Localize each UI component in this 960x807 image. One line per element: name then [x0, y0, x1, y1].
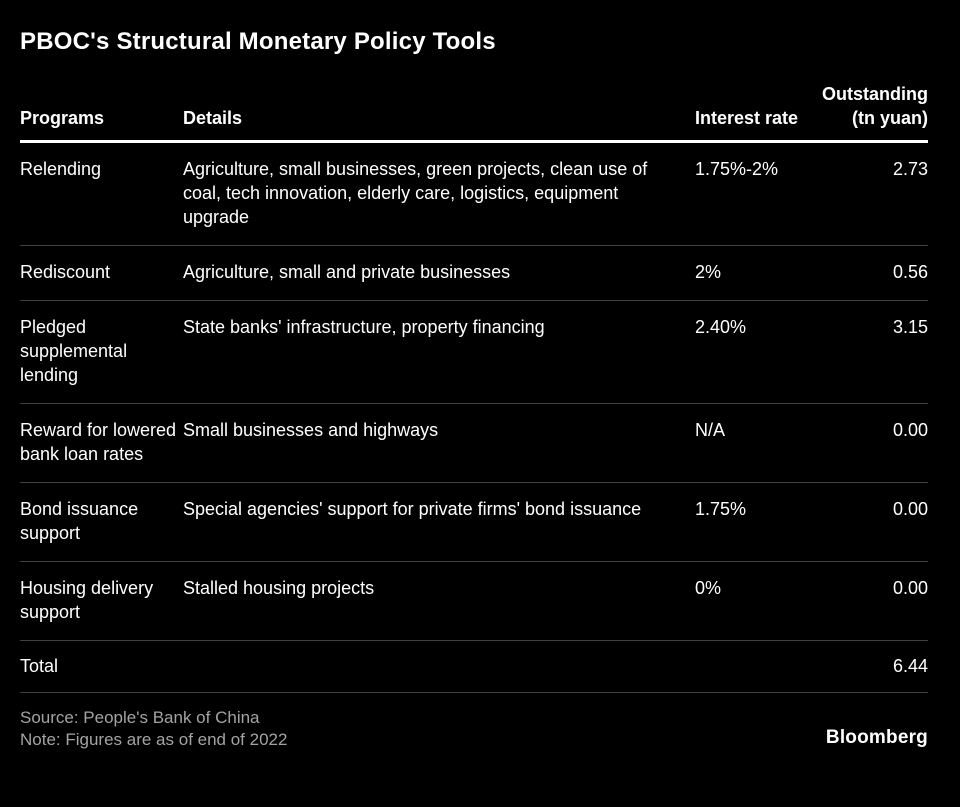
bloomberg-logo: Bloomberg	[825, 727, 928, 748]
column-header-interest-rate: Interest rate	[695, 108, 799, 128]
footer: Source: People's Bank of China Note: Fig…	[20, 707, 928, 751]
interest-rate-cell: 2.40%	[695, 317, 747, 337]
outstanding-cell: 0.00	[892, 499, 928, 519]
total-details-empty	[183, 641, 695, 692]
column-header-outstanding: Outstanding (tn yuan)	[822, 84, 928, 128]
table-total-row: Total 6.44	[20, 641, 928, 693]
table-row-rediscount: Rediscount Agriculture, small and privat…	[20, 246, 928, 301]
details-cell: Agriculture, small businesses, green pro…	[183, 159, 648, 227]
table-row-relending: Relending Agriculture, small businesses,…	[20, 143, 928, 246]
source-note: Source: People's Bank of China	[20, 708, 260, 727]
program-cell: Reward for lowered bank loan rates	[20, 420, 177, 464]
chart-title: PBOC's Structural Monetary Policy Tools	[20, 28, 496, 55]
interest-rate-cell: N/A	[695, 420, 726, 440]
table-row-housing-delivery-support: Housing delivery support Stalled housing…	[20, 562, 928, 641]
outstanding-cell: 0.00	[892, 578, 928, 598]
total-rate-empty	[695, 641, 805, 692]
program-cell: Bond issuance support	[20, 499, 139, 543]
total-label: Total	[20, 656, 59, 676]
policy-tools-table: Programs Details Interest rate Outstandi…	[20, 82, 928, 693]
interest-rate-cell: 0%	[695, 578, 722, 598]
details-cell: State banks' infrastructure, property fi…	[183, 317, 545, 337]
table-row-reward-lowered-bank-loan-rates: Reward for lowered bank loan rates Small…	[20, 404, 928, 483]
total-value: 6.44	[892, 656, 928, 676]
column-header-programs: Programs	[20, 108, 105, 128]
program-cell: Housing delivery support	[20, 578, 154, 622]
column-header-details: Details	[183, 108, 243, 128]
table-row-bond-issuance-support: Bond issuance support Special agencies' …	[20, 483, 928, 562]
program-cell: Rediscount	[20, 262, 111, 282]
outstanding-cell: 0.00	[892, 420, 928, 440]
program-cell: Pledged supplemental lending	[20, 317, 128, 385]
outstanding-cell: 3.15	[892, 317, 928, 337]
outstanding-cell: 0.56	[892, 262, 928, 282]
interest-rate-cell: 1.75%-2%	[695, 159, 779, 179]
table-row-pledged-supplemental-lending: Pledged supplemental lending State banks…	[20, 301, 928, 404]
table-header-row: Programs Details Interest rate Outstandi…	[20, 82, 928, 143]
footnotes: Source: People's Bank of China Note: Fig…	[20, 707, 287, 751]
interest-rate-cell: 2%	[695, 262, 722, 282]
figures-note: Note: Figures are as of end of 2022	[20, 730, 288, 749]
details-cell: Small businesses and highways	[183, 420, 439, 440]
details-cell: Special agencies' support for private fi…	[183, 499, 642, 519]
outstanding-cell: 2.73	[892, 159, 928, 179]
interest-rate-cell: 1.75%	[695, 499, 747, 519]
program-cell: Relending	[20, 159, 102, 179]
details-cell: Stalled housing projects	[183, 578, 375, 598]
details-cell: Agriculture, small and private businesse…	[183, 262, 511, 282]
